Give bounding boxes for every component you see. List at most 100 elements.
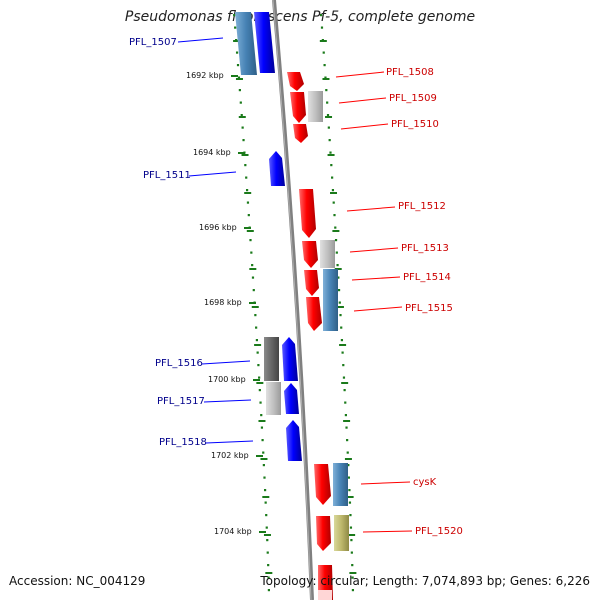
label-pfl-1508[interactable]: PFL_1508 — [386, 67, 434, 78]
gene-pfl-1520 — [316, 516, 331, 551]
track-dot — [263, 489, 267, 492]
track-dot — [245, 176, 248, 179]
scale-label: 1696 kbp — [199, 223, 237, 232]
label-pfl-1507[interactable]: PFL_1507 — [129, 37, 177, 48]
track-dot — [349, 526, 353, 529]
track-tick — [348, 534, 356, 536]
label-pfl-1513[interactable]: PFL_1513 — [401, 243, 449, 254]
track-dot — [351, 564, 354, 567]
gene-pfl-1509-pair — [290, 91, 323, 123]
scale-tick — [249, 302, 256, 304]
gene-pfl-1507 — [254, 12, 275, 73]
track-dot — [346, 451, 349, 454]
track-dot — [258, 389, 261, 392]
topology-text: Topology: circular; Length: 7,074,893 bp… — [260, 574, 590, 588]
track-dot — [324, 76, 327, 79]
track-dot — [244, 164, 247, 167]
label-pfl-1518[interactable]: PFL_1518 — [159, 437, 207, 448]
track-dot — [342, 376, 346, 379]
gene-pfl-1520-cog — [334, 515, 349, 551]
track-dot — [337, 276, 340, 279]
track-dot — [245, 189, 249, 192]
track-dot — [249, 239, 252, 242]
track-dot — [265, 514, 268, 517]
scale-marks: 1692 kbp 1694 kbp 1696 kbp 1698 kbp 1700 kbp… — [186, 71, 266, 536]
gene-pfl-1517-cog — [266, 382, 281, 415]
gene-pfl-1515 — [306, 297, 322, 331]
label-pfl-1520[interactable]: PFL_1520 — [415, 526, 463, 537]
scale-label: 1700 kbp — [208, 375, 246, 384]
scale-tick — [259, 531, 266, 533]
track-dot — [341, 351, 344, 354]
label-pfl-1511[interactable]: PFL_1511 — [143, 170, 191, 181]
gene-pfl-1513 — [302, 241, 318, 268]
track-dot — [237, 76, 241, 79]
track-dot — [350, 539, 353, 542]
track-dot — [239, 101, 242, 104]
label-pfl-1510[interactable]: PFL_1510 — [391, 119, 439, 130]
track-tick — [260, 458, 268, 460]
track-dot — [264, 501, 267, 504]
track-dot — [258, 376, 261, 379]
scale-label: 1698 kbp — [204, 298, 242, 307]
track-tick — [244, 192, 252, 194]
track-dot — [261, 439, 264, 442]
track-dot — [342, 364, 345, 367]
gene-pfl-1507-cog — [235, 12, 257, 75]
label-pfl-1512[interactable]: PFL_1512 — [398, 201, 446, 212]
track-tick — [262, 496, 270, 498]
track-tick — [346, 496, 354, 498]
track-tick — [246, 230, 254, 232]
tick-dotted-tracks — [233, 14, 357, 592]
label-pfl-1517[interactable]: PFL_1517 — [157, 396, 205, 407]
track-dot — [233, 14, 236, 17]
gene-pfl-1507-pair — [235, 12, 275, 75]
gene-cysk-pair — [314, 463, 348, 506]
track-dot — [332, 201, 335, 204]
track-dot — [329, 151, 332, 154]
scale-tick — [256, 455, 263, 457]
track-dot — [326, 114, 330, 117]
track-tick — [334, 268, 342, 270]
track-dot — [236, 64, 240, 67]
track-dot — [256, 351, 259, 354]
track-dot — [251, 276, 255, 279]
track-dot — [238, 89, 241, 92]
scale-tick — [231, 75, 238, 77]
track-dot — [334, 226, 337, 229]
track-dot — [337, 289, 341, 292]
scale-tick — [253, 379, 260, 381]
track-dot — [331, 189, 335, 192]
label-cysk[interactable]: cysK — [413, 477, 437, 488]
label-pfl-1509[interactable]: PFL_1509 — [389, 93, 437, 104]
track-dot — [255, 326, 258, 329]
gene-pfl-1514-cog — [323, 269, 338, 331]
gene-pfl-1514 — [304, 270, 319, 296]
backbone-highlight — [272, 0, 312, 600]
label-pfl-1516[interactable]: PFL_1516 — [155, 358, 203, 369]
track-dot — [262, 464, 265, 467]
track-tick — [319, 40, 327, 42]
label-pfl-1515[interactable]: PFL_1515 — [405, 303, 453, 314]
track-dot — [246, 201, 250, 204]
accession-text: Accession: NC_004129 — [9, 574, 146, 588]
track-tick — [349, 572, 357, 574]
track-dot — [266, 551, 269, 554]
track-dot — [343, 389, 346, 392]
track-dot — [325, 89, 328, 92]
track-dot — [348, 501, 352, 504]
track-tick — [344, 458, 352, 460]
track-tick — [258, 420, 266, 422]
track-dot — [344, 401, 347, 404]
track-tick — [322, 78, 330, 80]
track-dot — [344, 414, 348, 417]
track-dot — [257, 364, 260, 367]
track-dot — [340, 326, 343, 329]
gene-pfl-1516-cog — [264, 337, 279, 381]
scale-tick — [238, 152, 245, 154]
gene-cysk — [314, 464, 331, 505]
track-tick — [341, 382, 349, 384]
label-pfl-1514[interactable]: PFL_1514 — [403, 272, 451, 283]
track-dot — [259, 401, 262, 404]
